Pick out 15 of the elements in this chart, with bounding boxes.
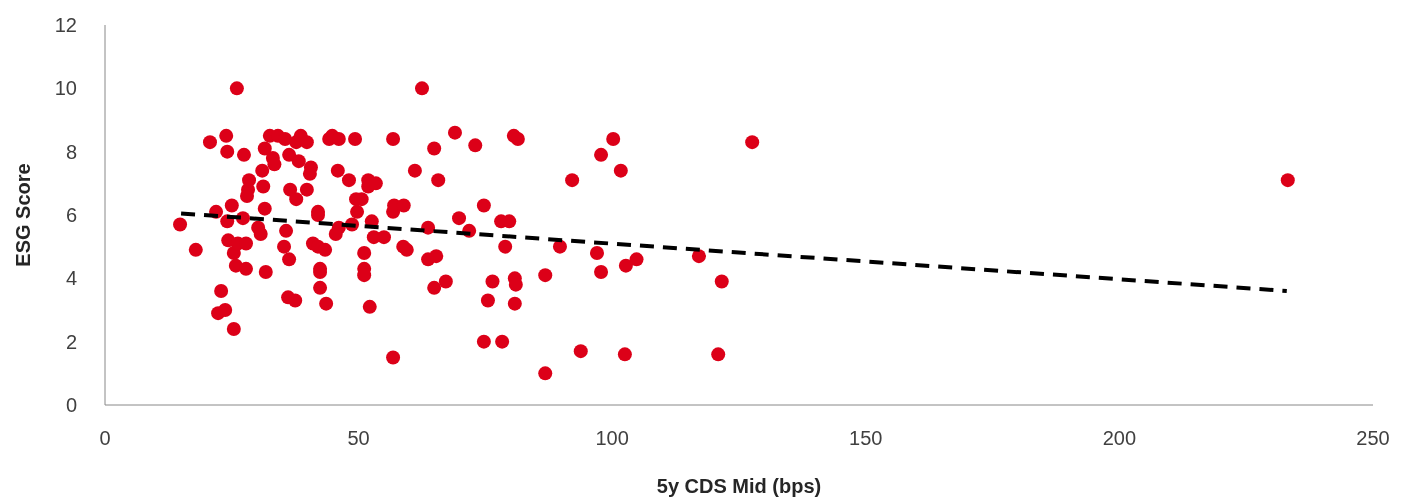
x-axis-title: 5y CDS Mid (bps) (656, 475, 822, 497)
x-tick-label: 250 (1356, 427, 1390, 449)
y-tick-label: 4 (65, 267, 77, 290)
y-tick-label: 0 (65, 394, 77, 416)
y-tick-label: 12 (54, 14, 77, 36)
x-tick-label: 0 (99, 427, 111, 449)
y-axis-title: ESG Score (12, 163, 34, 267)
x-tick-label: 150 (849, 427, 883, 449)
x-tick-label: 100 (595, 427, 629, 449)
y-tick-label: 2 (65, 330, 77, 353)
y-tick-label: 6 (65, 204, 77, 226)
y-tick-label: 8 (65, 140, 77, 163)
x-tick-label: 200 (1102, 427, 1137, 449)
y-tick-label: 10 (54, 77, 77, 100)
x-tick-label: 50 (347, 427, 370, 449)
